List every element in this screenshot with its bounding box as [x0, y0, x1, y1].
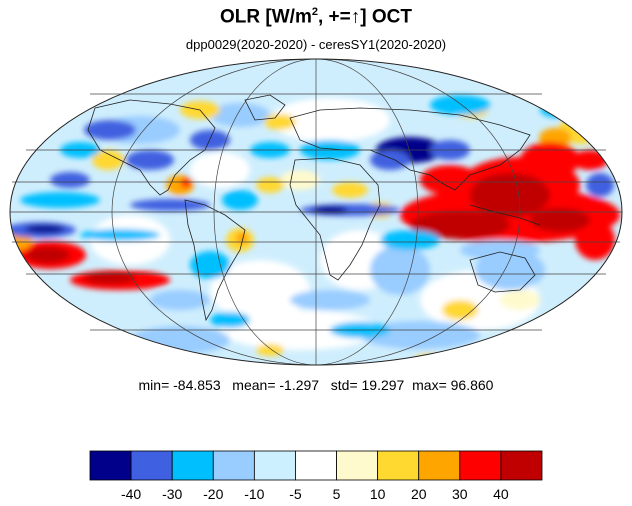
colorbar-swatch-7: [377, 450, 420, 481]
stat-std: 19.297: [361, 377, 405, 393]
stat-max: 96.860: [450, 377, 494, 393]
mollweide-map: [9, 58, 623, 366]
colorbar-swatch-8: [418, 450, 461, 481]
colorbar-tick-label: 40: [493, 486, 509, 502]
title-superscript: 2: [311, 6, 318, 18]
colorbar-swatch-9: [459, 450, 502, 481]
stat-min: -84.853: [173, 377, 221, 393]
colorbar-swatch-0: [89, 450, 132, 481]
colorbar-tick-label: 10: [370, 486, 386, 502]
statistics-line: min= -84.853 mean= -1.297 std= 19.297 ma…: [0, 377, 632, 393]
colorbar-tick-label: -40: [121, 486, 141, 502]
colorbar-swatch-3: [212, 450, 255, 481]
stat-std-label: std=: [330, 377, 358, 393]
globe-outline: [9, 58, 623, 366]
colorbar-tick-label: -5: [289, 486, 302, 502]
colorbar-tick-label: 20: [411, 486, 427, 502]
colorbar-tick-label: -30: [162, 486, 182, 502]
colorbar-tick-label: 30: [452, 486, 468, 502]
colorbar-swatch-1: [130, 450, 173, 481]
colorbar-swatch-6: [336, 450, 379, 481]
colorbar-tick-label: -10: [244, 486, 264, 502]
stat-max-label: max=: [412, 377, 447, 393]
chart-title: OLR [W/m2, +=↑] OCT: [220, 6, 412, 28]
colorbar-swatch-4: [253, 450, 296, 481]
colorbar-swatch-2: [171, 450, 214, 481]
colorbar-tick-label: 5: [333, 486, 341, 502]
colorbar-tick-label: -20: [203, 486, 223, 502]
colorbar-swatch-5: [295, 450, 337, 481]
arrow-up-icon: ↑: [350, 6, 361, 28]
stat-mean-label: mean=: [232, 377, 276, 393]
colorbar-swatch-10: [500, 450, 543, 481]
stat-min-label: min=: [138, 377, 170, 393]
stat-mean: -1.297: [279, 377, 320, 393]
chart-subtitle: dpp0029(2020-2020) - ceresSY1(2020-2020): [185, 37, 447, 52]
